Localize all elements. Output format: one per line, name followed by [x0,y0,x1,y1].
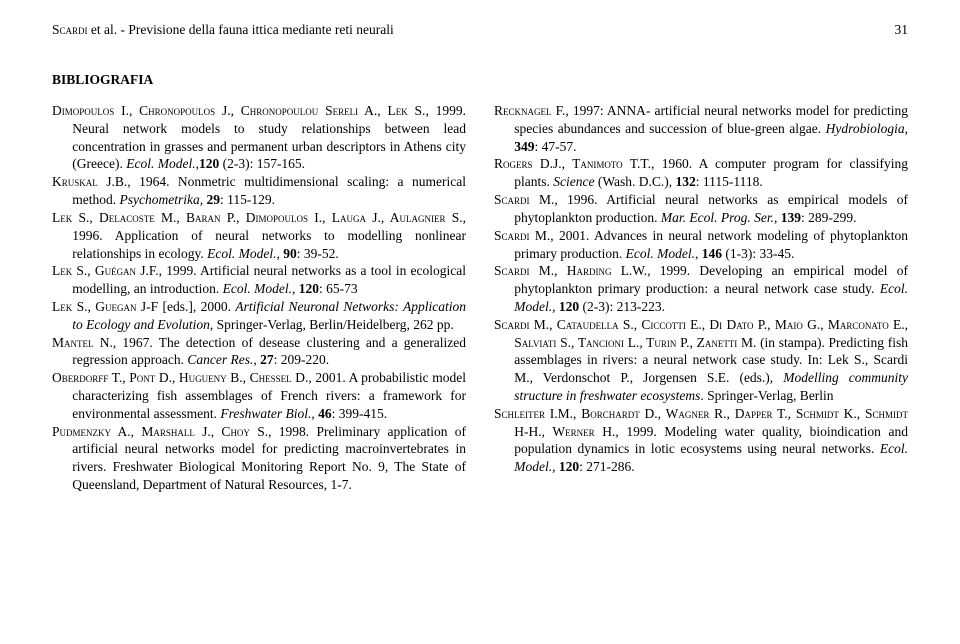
bibliography-entry: Scardi M., Harding L.W., 1999. Developin… [494,262,908,315]
running-head-text: Scardi et al. - Previsione della fauna i… [52,22,394,38]
bibliography-entry: Rogers D.J., Tanimoto T.T., 1960. A comp… [494,155,908,191]
bibliography-entry: Dimopoulos I., Chronopoulos J., Chronopo… [52,102,466,173]
running-head-rest: et al. - Previsione della fauna ittica m… [88,22,394,37]
bibliography-entry: Scardi M., 1996. Artificial neural netwo… [494,191,908,227]
running-head: Scardi et al. - Previsione della fauna i… [52,22,908,38]
bibliography-list: Dimopoulos I., Chronopoulos J., Chronopo… [52,102,908,494]
bibliography-entry: Pudmenzky A., Marshall J., Choy S., 1998… [52,423,466,494]
running-head-author: Scardi [52,22,88,37]
bibliography-entry: Oberdorff T., Pont D., Hugueny B., Chess… [52,369,466,422]
bibliography-heading: BIBLIOGRAFIA [52,72,908,88]
bibliography-entry: Kruskal J.B., 1964. Nonmetric multidimen… [52,173,466,209]
bibliography-entry: Recknagel F., 1997: ANNA- artificial neu… [494,102,908,155]
bibliography-entry: Lek S., Guegan J-F [eds.], 2000. Artific… [52,298,466,334]
page-number: 31 [895,22,909,38]
bibliography-entry: Schleiter I.M., Borchardt D., Wagner R.,… [494,405,908,476]
bibliography-entry: Lek S., Guégan J.F., 1999. Artificial ne… [52,262,466,298]
bibliography-entry: Scardi M., 2001. Advances in neural netw… [494,227,908,263]
bibliography-entry: Scardi M., Cataudella S., Ciccotti E., D… [494,316,908,405]
bibliography-entry: Lek S., Delacoste M., Baran P., Dimopoul… [52,209,466,262]
bibliography-entry: Mantel N., 1967. The detection of deseas… [52,334,466,370]
